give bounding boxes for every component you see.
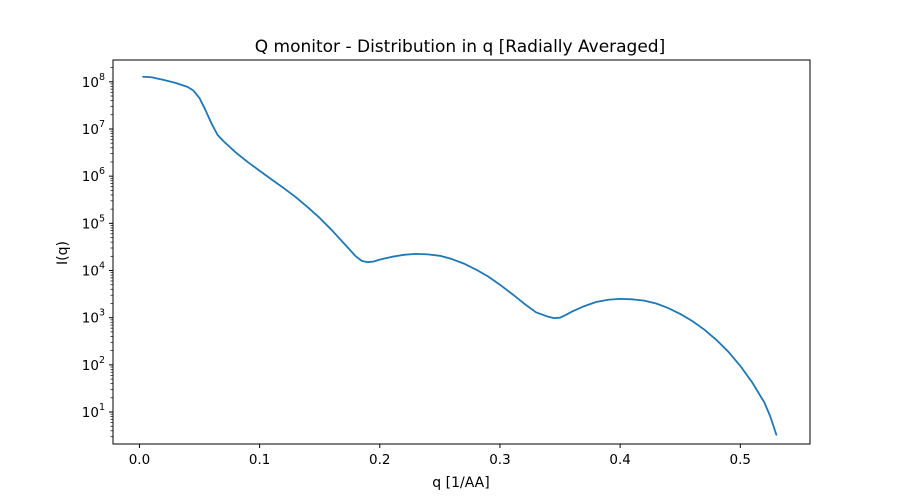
- chart-title: Q monitor - Distribution in q [Radially …: [255, 37, 665, 57]
- y-tick-label: 103: [82, 308, 105, 327]
- plot-area: 0.0 0.1 0.2 0.3 0.4 0.5 101 102 103 104 105 106 107 1…: [82, 59, 811, 468]
- series-line: [142, 75, 778, 436]
- y-tick-label: 108: [82, 72, 105, 91]
- plot-frame: [112, 59, 811, 445]
- y-tick-label: 101: [82, 402, 105, 421]
- y-axis-label: I(q): [55, 241, 71, 265]
- y-tick-label: 104: [82, 261, 105, 280]
- x-tick-label: 0.1: [249, 452, 270, 468]
- y-tick-label: 107: [82, 119, 105, 138]
- x-tick-label: 0.4: [609, 452, 630, 468]
- y-tick-label: 102: [82, 355, 105, 374]
- x-tick-label: 0.0: [129, 452, 150, 468]
- x-tick-label: 0.3: [489, 452, 510, 468]
- x-axis-label: q [1/AA]: [432, 475, 489, 491]
- x-tick-label: 0.5: [730, 452, 751, 468]
- y-tick-label: 105: [82, 213, 105, 232]
- y-tick-label: 106: [82, 166, 105, 185]
- x-tick-label: 0.2: [369, 452, 390, 468]
